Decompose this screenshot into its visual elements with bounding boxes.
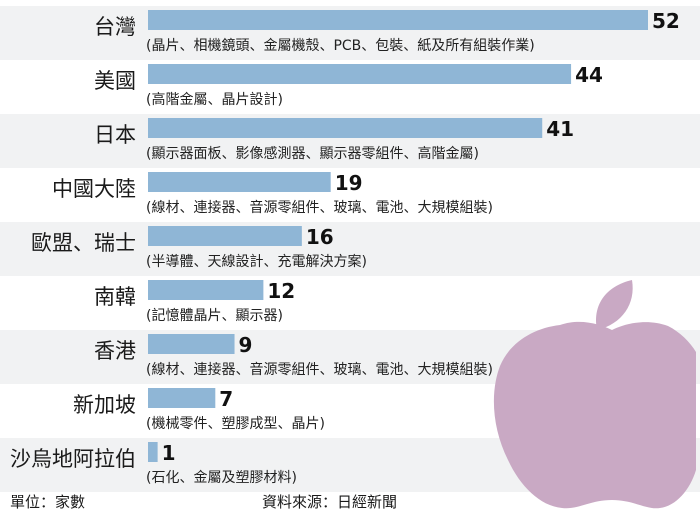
detail-label: (半導體、天線設計、充電解決方案) (146, 253, 367, 270)
detail-label: (記憶體晶片、顯示器) (146, 307, 283, 324)
bar-row: 美國 44 (高階金屬、晶片設計) (94, 63, 603, 108)
bar (148, 388, 216, 408)
detail-label: (石化、金屬及塑膠材料) (146, 470, 297, 486)
bar (148, 280, 264, 300)
bar-row: 南韓 12 (記憶體晶片、顯示器) (94, 279, 295, 324)
category-label: 中國大陸 (52, 177, 136, 201)
bar-row: 香港 9 (線材、連接器、音源零組件、玻璃、電池、大規模組裝) (94, 333, 493, 378)
source-label: 資料來源：日經新聞 (262, 493, 397, 511)
category-label: 沙烏地阿拉伯 (10, 447, 136, 471)
bar-row: 沙烏地阿拉伯 1 (石化、金屬及塑膠材料) (10, 441, 297, 486)
value-label: 12 (267, 279, 295, 303)
bar-row: 台灣 52 (晶片、相機鏡頭、金屬機殼、PCB、包裝、紙及所有組裝作業) (94, 9, 680, 54)
bar (148, 226, 302, 246)
apple-logo (493, 280, 696, 509)
bar-row: 歐盟、瑞士 16 (半導體、天線設計、充電解決方案) (31, 225, 367, 270)
bar (148, 10, 648, 30)
bar-row: 中國大陸 19 (線材、連接器、音源零組件、玻璃、電池、大規模組裝) (52, 171, 493, 216)
category-label: 南韓 (94, 285, 136, 309)
chart-rows: 台灣 52 (晶片、相機鏡頭、金屬機殼、PCB、包裝、紙及所有組裝作業) 美國 44 (高… (10, 9, 680, 486)
value-label: 19 (335, 171, 363, 195)
category-label: 新加坡 (73, 393, 136, 417)
bar (148, 172, 331, 192)
apple-logo-leaf (595, 280, 633, 330)
value-label: 41 (546, 117, 574, 141)
value-label: 9 (239, 333, 253, 357)
detail-label: (線材、連接器、音源零組件、玻璃、電池、大規模組裝) (146, 199, 493, 216)
bar (148, 64, 572, 84)
category-label: 歐盟、瑞士 (31, 231, 136, 255)
detail-label: (顯示器面板、影像感測器、顯示器零組件、高階金屬) (146, 145, 479, 162)
category-label: 美國 (94, 69, 136, 93)
row-band (0, 222, 700, 276)
bar (148, 118, 543, 138)
bar (148, 442, 158, 462)
bar (148, 334, 235, 354)
value-label: 52 (652, 9, 680, 33)
category-label: 日本 (94, 123, 136, 147)
category-label: 台灣 (94, 15, 136, 39)
detail-label: (高階金屬、晶片設計) (146, 91, 283, 108)
category-label: 香港 (94, 339, 136, 363)
bar-row: 新加坡 7 (機械零件、塑膠成型、晶片) (73, 387, 325, 432)
value-label: 1 (162, 441, 176, 465)
bar-row: 日本 41 (顯示器面板、影像感測器、顯示器零組件、高階金屬) (94, 117, 574, 162)
detail-label: (晶片、相機鏡頭、金屬機殼、PCB、包裝、紙及所有組裝作業) (146, 38, 535, 54)
apple-logo-body (493, 321, 696, 509)
value-label: 7 (219, 387, 233, 411)
unit-label: 單位：家數 (10, 493, 85, 511)
detail-label: (機械零件、塑膠成型、晶片) (146, 416, 325, 432)
value-label: 44 (575, 63, 603, 87)
detail-label: (線材、連接器、音源零組件、玻璃、電池、大規模組裝) (146, 361, 493, 378)
value-label: 16 (306, 225, 334, 249)
